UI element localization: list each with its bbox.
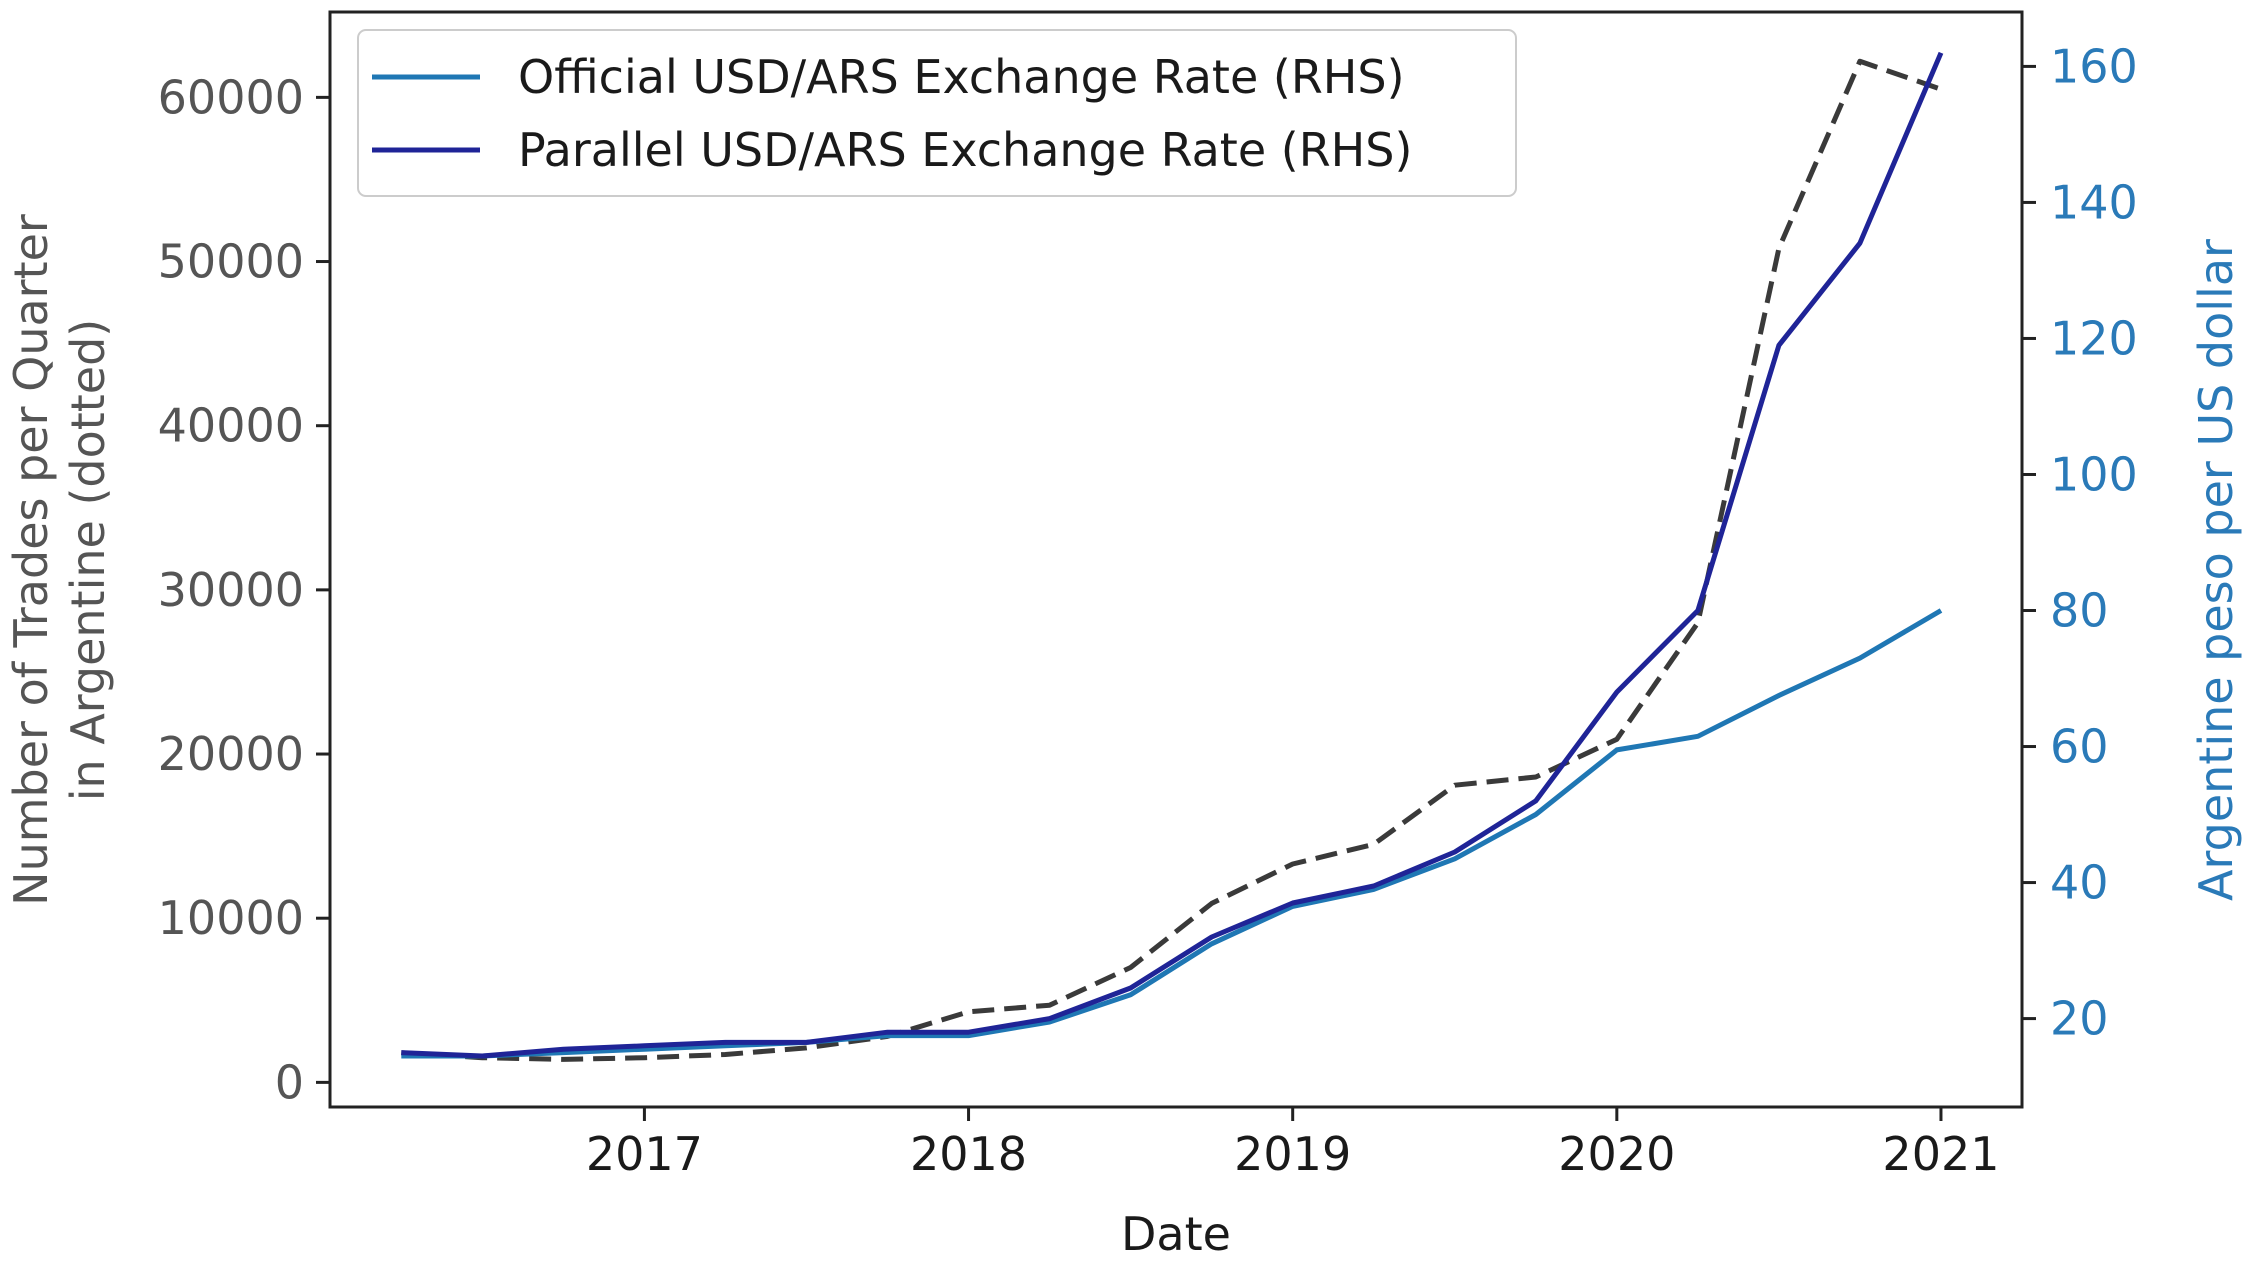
y-right-tick-label: 40 bbox=[2050, 856, 2109, 910]
y-right-tick-label: 140 bbox=[2050, 175, 2138, 229]
y-left-tick-label: 20000 bbox=[158, 727, 304, 781]
x-tick-label: 2017 bbox=[586, 1127, 703, 1181]
x-tick-label: 2020 bbox=[1558, 1127, 1675, 1181]
y-right-tick-label: 160 bbox=[2050, 39, 2138, 93]
y-axis-right: 20 40 60 80 100 120 140 160 bbox=[2022, 39, 2138, 1046]
y-left-tick-label: 10000 bbox=[158, 891, 304, 945]
x-axis: 2017 2018 2019 2020 2021 bbox=[586, 1107, 2000, 1181]
legend-box bbox=[357, 29, 1517, 197]
y-left-tick-label: 40000 bbox=[158, 399, 304, 453]
y-left-tick-label: 30000 bbox=[158, 563, 304, 617]
plot-lines bbox=[401, 51, 1944, 1062]
plot-frame bbox=[328, 10, 2024, 1109]
legend-label-parallel: Parallel USD/ARS Exchange Rate (RHS) bbox=[518, 123, 1412, 177]
y-right-tick-label: 100 bbox=[2050, 447, 2138, 501]
legend-label-official: Official USD/ARS Exchange Rate (RHS) bbox=[518, 50, 1405, 104]
x-tick-label: 2019 bbox=[1234, 1127, 1351, 1181]
y-left-tick-label: 60000 bbox=[158, 70, 304, 124]
y-right-tick-label: 60 bbox=[2050, 720, 2109, 774]
y-axis-left: 0 10000 20000 30000 40000 50000 60000 bbox=[158, 70, 330, 1109]
legend: Official USD/ARS Exchange Rate (RHS) Par… bbox=[357, 29, 1517, 197]
y-axis-right-title: Argentine peso per US dollar bbox=[2189, 239, 2243, 901]
x-tick-label: 2018 bbox=[910, 1127, 1027, 1181]
y-left-tick-label: 50000 bbox=[158, 235, 304, 289]
x-tick-label: 2021 bbox=[1882, 1127, 1999, 1181]
x-axis-title: Date bbox=[1121, 1207, 1231, 1261]
y-right-tick-label: 80 bbox=[2050, 584, 2109, 638]
y-right-tick-label: 20 bbox=[2050, 992, 2109, 1046]
series-line-official bbox=[401, 608, 1943, 1059]
y-axis-left-title-line2: in Argentine (dotted) bbox=[61, 319, 115, 801]
y-right-tick-label: 120 bbox=[2050, 311, 2138, 365]
y-axis-left-title-line1: Number of Trades per Quarter bbox=[4, 214, 58, 906]
y-left-tick-label: 0 bbox=[275, 1055, 304, 1109]
series-line-trades-dashed bbox=[401, 58, 1942, 1062]
series-line-parallel bbox=[401, 51, 1944, 1059]
